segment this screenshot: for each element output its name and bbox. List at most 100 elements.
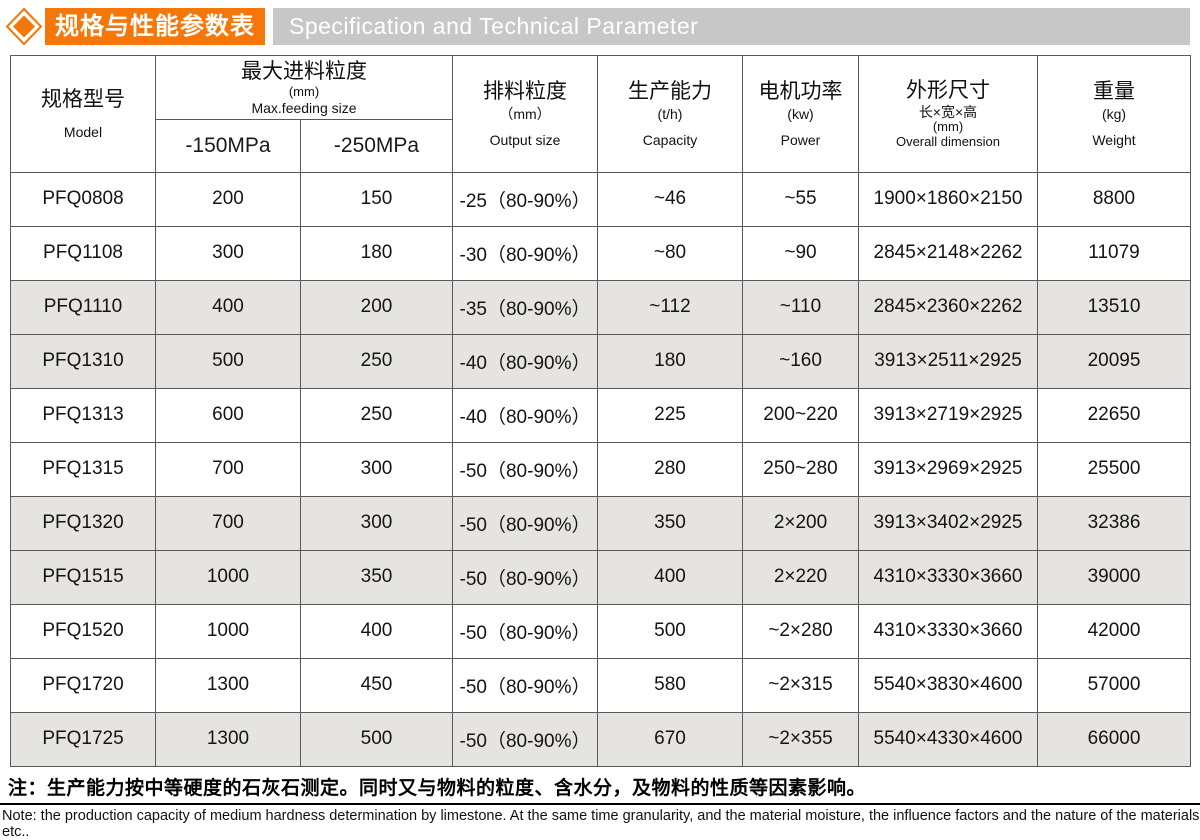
- cell-feeding-250mpa: 400: [300, 603, 453, 659]
- cell-feeding-250mpa: 250: [300, 333, 453, 389]
- cell-feeding-150mpa: 1300: [155, 657, 301, 713]
- cell-feeding-150mpa: 400: [155, 279, 301, 335]
- col-header-power: 电机功率 (kw) Power: [742, 55, 859, 173]
- cell-weight: 13510: [1037, 279, 1191, 335]
- cell-model: PFQ1725: [10, 711, 156, 767]
- col-header-dimension-sub: 长×宽×高: [918, 104, 978, 121]
- cell-feeding-250mpa: 450: [300, 657, 453, 713]
- cell-dimension: 3913×2969×2925: [858, 441, 1038, 497]
- cell-output-size: -40（80-90%）: [452, 333, 598, 389]
- table-row: PFQ1515 1000 350 -50（80-90%） 400 2×220 4…: [10, 549, 1191, 605]
- cell-output-size: -30（80-90%）: [452, 225, 598, 281]
- col-header-capacity: 生产能力 (t/h) Capacity: [597, 55, 743, 173]
- col-header-capacity-cn: 生产能力: [628, 80, 712, 104]
- page-title-english: Specification and Technical Parameter: [273, 8, 1190, 45]
- cell-power: ~2×355: [742, 711, 859, 767]
- col-header-capacity-en: Capacity: [642, 131, 698, 148]
- cell-weight: 8800: [1037, 171, 1191, 227]
- cell-model: PFQ1313: [10, 387, 156, 443]
- col-header-150mpa: -150MPa: [155, 118, 301, 173]
- cell-power: ~90: [742, 225, 859, 281]
- col-header-power-en: Power: [780, 131, 821, 148]
- cell-output-size: -50（80-90%）: [452, 603, 598, 659]
- cell-dimension: 5540×4330×4600: [858, 711, 1038, 767]
- cell-dimension: 1900×1860×2150: [858, 171, 1038, 227]
- diamond-icon: [5, 8, 45, 45]
- footnotes: 注：生产能力按中等硬度的石灰石测定。同时又与物料的粒度、含水分，及物料的性质等因…: [0, 773, 1200, 840]
- cell-power: 200~220: [742, 387, 859, 443]
- col-header-model-en: Model: [63, 123, 103, 140]
- cell-model: PFQ1720: [10, 657, 156, 713]
- table-row: PFQ1725 1300 500 -50（80-90%） 670 ~2×355 …: [10, 711, 1191, 767]
- cell-model: PFQ1315: [10, 441, 156, 497]
- cell-weight: 22650: [1037, 387, 1191, 443]
- col-header-weight: 重量 (kg) Weight: [1037, 55, 1191, 173]
- cell-capacity: 580: [597, 657, 743, 713]
- cell-capacity: 225: [597, 387, 743, 443]
- table-row: PFQ1108 300 180 -30（80-90%） ~80 ~90 2845…: [10, 225, 1191, 281]
- cell-weight: 66000: [1037, 711, 1191, 767]
- col-header-feeding-cn: 最大进料粒度: [241, 60, 367, 83]
- col-header-weight-unit: (kg): [1101, 105, 1127, 122]
- title-bar: 规格与性能参数表 Specification and Technical Par…: [5, 8, 1190, 45]
- cell-output-size: -50（80-90%）: [452, 549, 598, 605]
- table-row: PFQ0808 200 150 -25（80-90%） ~46 ~55 1900…: [10, 171, 1191, 227]
- cell-power: 2×200: [742, 495, 859, 551]
- cell-output-size: -25（80-90%）: [452, 171, 598, 227]
- cell-weight: 39000: [1037, 549, 1191, 605]
- cell-feeding-150mpa: 300: [155, 225, 301, 281]
- cell-capacity: 500: [597, 603, 743, 659]
- cell-dimension: 3913×2719×2925: [858, 387, 1038, 443]
- col-header-dimension-unit: (mm): [932, 119, 964, 135]
- cell-model: PFQ1110: [10, 279, 156, 335]
- page-title-chinese: 规格与性能参数表: [45, 8, 265, 45]
- cell-model: PFQ1310: [10, 333, 156, 389]
- cell-model: PFQ1515: [10, 549, 156, 605]
- cell-dimension: 3913×2511×2925: [858, 333, 1038, 389]
- cell-power: ~55: [742, 171, 859, 227]
- col-header-power-unit: (kw): [787, 105, 814, 122]
- cell-feeding-250mpa: 180: [300, 225, 453, 281]
- cell-output-size: -50（80-90%）: [452, 495, 598, 551]
- cell-power: ~160: [742, 333, 859, 389]
- cell-feeding-150mpa: 1000: [155, 603, 301, 659]
- cell-weight: 20095: [1037, 333, 1191, 389]
- cell-feeding-250mpa: 150: [300, 171, 453, 227]
- cell-feeding-150mpa: 1000: [155, 549, 301, 605]
- cell-weight: 11079: [1037, 225, 1191, 281]
- table-row: PFQ1720 1300 450 -50（80-90%） 580 ~2×315 …: [10, 657, 1191, 713]
- cell-dimension: 5540×3830×4600: [858, 657, 1038, 713]
- cell-feeding-250mpa: 350: [300, 549, 453, 605]
- cell-dimension: 3913×3402×2925: [858, 495, 1038, 551]
- cell-feeding-250mpa: 300: [300, 495, 453, 551]
- cell-capacity: 180: [597, 333, 743, 389]
- cell-feeding-150mpa: 600: [155, 387, 301, 443]
- col-header-output-unit: （mm）: [499, 105, 551, 122]
- cell-power: ~2×280: [742, 603, 859, 659]
- col-header-power-cn: 电机功率: [758, 80, 843, 104]
- cell-output-size: -40（80-90%）: [452, 387, 598, 443]
- cell-feeding-250mpa: 300: [300, 441, 453, 497]
- cell-feeding-150mpa: 700: [155, 495, 301, 551]
- table-row: PFQ1310 500 250 -40（80-90%） 180 ~160 391…: [10, 333, 1191, 389]
- cell-capacity: 400: [597, 549, 743, 605]
- cell-dimension: 4310×3330×3660: [858, 549, 1038, 605]
- col-header-capacity-unit: (t/h): [657, 105, 683, 122]
- col-header-dimension-en: Overall dimension: [895, 133, 1001, 149]
- cell-weight: 57000: [1037, 657, 1191, 713]
- cell-capacity: 350: [597, 495, 743, 551]
- cell-weight: 42000: [1037, 603, 1191, 659]
- table-row: PFQ1315 700 300 -50（80-90%） 280 250~280 …: [10, 441, 1191, 497]
- cell-weight: 32386: [1037, 495, 1191, 551]
- cell-feeding-150mpa: 500: [155, 333, 301, 389]
- cell-capacity: 280: [597, 441, 743, 497]
- note-chinese: 注：生产能力按中等硬度的石灰石测定。同时又与物料的粒度、含水分，及物料的性质等因…: [0, 773, 1200, 805]
- cell-model: PFQ1320: [10, 495, 156, 551]
- cell-feeding-150mpa: 200: [155, 171, 301, 227]
- cell-dimension: 2845×2148×2262: [858, 225, 1038, 281]
- table-row: PFQ1520 1000 400 -50（80-90%） 500 ~2×280 …: [10, 603, 1191, 659]
- col-header-model-cn: 规格型号: [41, 88, 125, 112]
- col-header-output: 排料粒度 （mm） Output size: [452, 55, 598, 173]
- table-row: PFQ1110 400 200 -35（80-90%） ~112 ~110 28…: [10, 279, 1191, 335]
- cell-feeding-250mpa: 500: [300, 711, 453, 767]
